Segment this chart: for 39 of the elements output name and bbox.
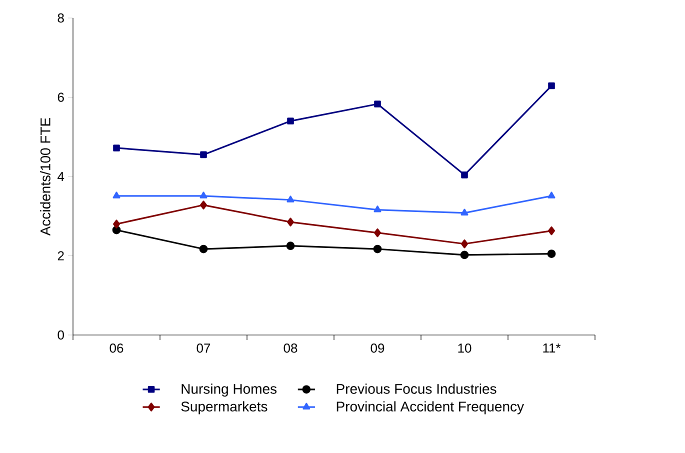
point [461, 239, 468, 248]
x-tick-label: 10 [458, 344, 472, 353]
point [200, 192, 208, 198]
point [548, 226, 556, 236]
point [200, 151, 207, 158]
point [199, 244, 208, 254]
legend-label: Provincial Accident Frequency [336, 401, 524, 414]
point [547, 250, 556, 258]
x-tick-label: 07 [196, 344, 210, 353]
x-tick-label: 06 [110, 344, 124, 353]
point [113, 220, 120, 228]
point [113, 144, 120, 152]
y-tick-label: 8 [58, 13, 64, 23]
legend-label: Nursing Homes [182, 384, 277, 397]
point [374, 228, 381, 238]
point [200, 200, 207, 210]
point [374, 100, 381, 108]
point [460, 250, 469, 260]
x-tick-label: 11* [543, 344, 561, 352]
point [112, 192, 120, 198]
x-tick-label: 08 [284, 344, 298, 353]
y-tick-label: 0 [58, 330, 64, 340]
point [460, 208, 468, 216]
point [548, 192, 556, 198]
point [287, 118, 294, 124]
point [286, 196, 294, 202]
point [287, 218, 294, 226]
legend-label: Previous Focus Industries [336, 384, 496, 394]
point [286, 242, 295, 250]
point [548, 82, 555, 90]
x-tick-label: 09 [370, 344, 384, 353]
point [373, 244, 382, 254]
y-tick-label: 6 [58, 92, 64, 102]
y-tick-label: 2 [58, 251, 64, 260]
y-axis-title: Accidents/100 FTE [40, 118, 50, 236]
legend-label: Supermarkets [181, 401, 268, 414]
point [374, 206, 382, 212]
point [461, 172, 468, 178]
y-tick-label: 4 [58, 172, 64, 181]
